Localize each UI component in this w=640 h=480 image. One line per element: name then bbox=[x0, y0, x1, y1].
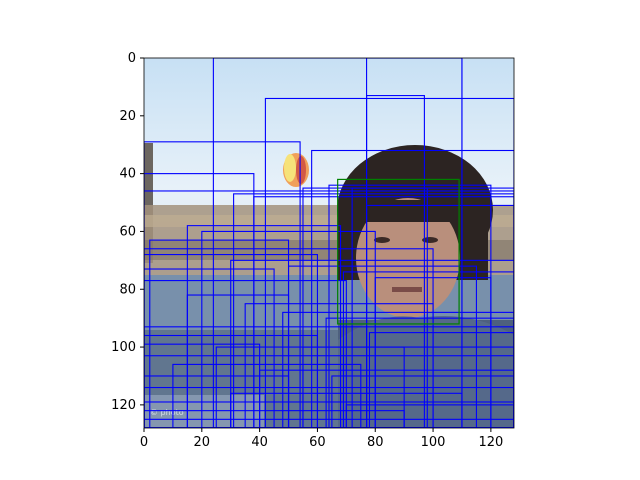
blue-box bbox=[366, 204, 514, 428]
blue-box bbox=[374, 277, 492, 428]
blue-box bbox=[259, 369, 514, 428]
x-tick-label: 20 bbox=[194, 435, 211, 450]
x-tick-label: 120 bbox=[478, 435, 503, 450]
blue-box bbox=[342, 271, 514, 428]
blue-box bbox=[144, 268, 275, 428]
y-tick-label: 20 bbox=[119, 109, 136, 124]
blue-box bbox=[186, 294, 290, 428]
x-tick-label: 100 bbox=[421, 435, 446, 450]
svg-text:© photo: © photo bbox=[150, 408, 184, 417]
axes-frame bbox=[143, 57, 515, 429]
blue-box bbox=[253, 196, 514, 428]
blue-box bbox=[325, 317, 514, 428]
blue-box bbox=[244, 303, 434, 428]
blue-box bbox=[144, 401, 514, 428]
blue-box bbox=[144, 355, 514, 428]
y-axis: 0 20 40 60 80 100 120 bbox=[111, 51, 144, 413]
y-tick-label: 80 bbox=[119, 282, 136, 297]
y-tick-label: 100 bbox=[111, 340, 136, 355]
blue-box bbox=[311, 149, 514, 428]
blue-box bbox=[144, 386, 514, 428]
blue-box bbox=[144, 141, 301, 428]
y-tick-label: 0 bbox=[128, 51, 136, 66]
blue-box bbox=[172, 363, 362, 428]
blue-box bbox=[144, 418, 514, 428]
blue-box bbox=[345, 404, 514, 428]
bounding-boxes bbox=[144, 58, 514, 428]
blue-box bbox=[144, 334, 318, 428]
x-tick-label: 60 bbox=[309, 435, 326, 450]
hot-air-balloon bbox=[283, 153, 309, 187]
blue-box bbox=[144, 326, 514, 428]
x-tick-label: 40 bbox=[251, 435, 268, 450]
x-axis: 0 20 40 60 80 100 120 bbox=[140, 428, 503, 450]
y-tick-label: 40 bbox=[119, 167, 136, 182]
blue-box bbox=[351, 187, 514, 428]
y-tick-label: 120 bbox=[111, 398, 136, 413]
blue-box bbox=[368, 332, 514, 428]
blue-box bbox=[233, 193, 514, 428]
x-tick-label: 80 bbox=[367, 435, 384, 450]
blue-box bbox=[144, 280, 347, 428]
y-tick-label: 60 bbox=[119, 224, 136, 239]
building-left bbox=[144, 143, 153, 263]
green-box bbox=[337, 178, 460, 325]
person bbox=[337, 145, 514, 428]
blue-box bbox=[264, 97, 514, 428]
x-tick-label: 0 bbox=[140, 435, 148, 450]
